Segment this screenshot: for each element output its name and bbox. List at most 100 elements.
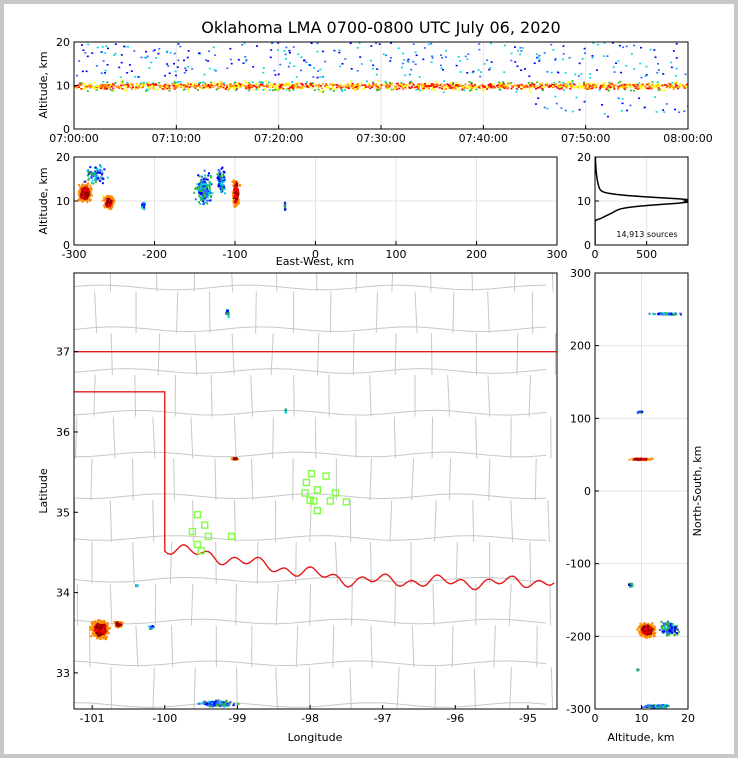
source-point [149, 626, 152, 630]
source-point [376, 68, 379, 70]
source-point [285, 46, 288, 49]
source-point [324, 60, 327, 63]
source-point [96, 46, 99, 49]
source-point [200, 178, 203, 181]
source-point [145, 88, 148, 91]
source-point [334, 88, 337, 91]
source-point [164, 83, 167, 86]
source-point [81, 194, 84, 197]
source-point [233, 86, 236, 89]
source-point [621, 86, 624, 89]
source-point [415, 88, 418, 91]
source-point [488, 86, 491, 88]
source-point [436, 84, 439, 87]
source-point [661, 705, 664, 708]
source-point [377, 79, 380, 82]
source-point [139, 83, 142, 86]
source-point [600, 86, 603, 89]
source-point [180, 86, 183, 89]
source-point [119, 625, 123, 628]
county-line [309, 583, 311, 626]
source-point [636, 458, 639, 461]
source-point [112, 90, 115, 92]
source-point [101, 182, 104, 185]
source-point [158, 47, 161, 50]
source-point [670, 61, 673, 64]
source-point [306, 86, 309, 88]
source-point [542, 89, 545, 91]
source-point [630, 53, 633, 55]
source-point [678, 83, 681, 85]
source-point [646, 457, 649, 460]
source-point [98, 84, 101, 87]
source-point [663, 628, 666, 631]
source-point [207, 193, 210, 196]
source-point [359, 56, 362, 58]
source-point [204, 702, 207, 706]
source-point [217, 185, 220, 188]
source-point [637, 626, 640, 629]
source-point [371, 85, 374, 87]
source-point [90, 188, 93, 191]
source-point [229, 58, 232, 61]
source-point [401, 84, 404, 87]
source-point [316, 84, 319, 87]
source-point [325, 86, 328, 89]
source-point [218, 170, 221, 173]
source-point [401, 62, 404, 65]
source-point [644, 87, 647, 89]
source-point [285, 83, 288, 86]
source-point [217, 174, 220, 177]
county-line [432, 583, 435, 626]
source-point [674, 108, 677, 111]
source-point [430, 85, 433, 87]
source-point [105, 85, 108, 87]
source-point [340, 86, 343, 88]
source-point [204, 195, 207, 198]
source-point [647, 704, 650, 707]
source-point [212, 704, 216, 707]
source-point [286, 88, 289, 91]
source-point [100, 626, 104, 629]
panel2-ylabel: Altitude, km [37, 167, 50, 234]
source-point [110, 83, 113, 86]
source-point [617, 60, 620, 62]
source-point [609, 86, 612, 88]
source-point [87, 172, 90, 175]
source-point [106, 83, 109, 86]
source-point [649, 48, 652, 51]
source-point [82, 189, 85, 192]
source-point [563, 85, 566, 87]
source-point [683, 85, 686, 87]
source-point [537, 86, 540, 89]
source-point [493, 86, 496, 89]
station-marker [313, 506, 322, 515]
source-point [284, 53, 287, 56]
source-point [372, 64, 375, 67]
source-point [677, 87, 680, 90]
source-point [221, 181, 224, 184]
y-tick-label: 20 [56, 151, 70, 164]
source-point [645, 632, 648, 635]
source-point [108, 86, 111, 89]
source-point [674, 84, 677, 86]
source-point [662, 84, 665, 87]
source-point [199, 191, 202, 194]
source-point [213, 54, 216, 56]
source-point [194, 83, 197, 85]
source-point [148, 85, 151, 88]
source-point [217, 178, 220, 181]
source-point [258, 88, 261, 91]
source-point [640, 635, 643, 638]
source-point [634, 82, 637, 85]
source-point [538, 58, 541, 61]
source-point [178, 83, 181, 86]
county-line [152, 416, 156, 459]
source-point [80, 195, 83, 198]
source-point [163, 85, 166, 87]
source-point [222, 84, 225, 86]
source-point [303, 59, 306, 61]
source-point [434, 86, 437, 88]
source-point [166, 63, 169, 65]
source-point [234, 81, 237, 84]
